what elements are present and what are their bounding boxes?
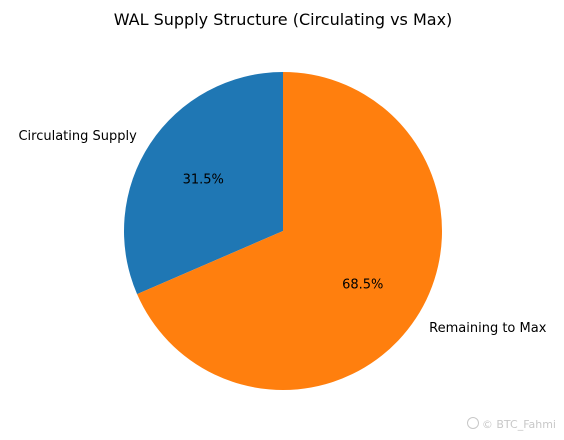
slice-label-0: Circulating Supply bbox=[18, 129, 137, 144]
slice-percentage-0: 31.5% bbox=[183, 173, 224, 188]
watermark: © BTC_Fahmi bbox=[466, 417, 556, 431]
pie-slice-circulating-supply bbox=[123, 72, 283, 295]
pie-labels: Circulating Supply 31.5% Remaining to Max 6… bbox=[18, 129, 546, 336]
chart-title: WAL Supply Structure (Circulating vs Max… bbox=[114, 10, 453, 29]
watermark-logo-icon bbox=[466, 417, 479, 429]
watermark-text: © BTC_Fahmi bbox=[481, 418, 556, 431]
slice-label-1: Remaining to Max bbox=[429, 321, 547, 336]
slice-percentage-1: 68.5% bbox=[342, 277, 383, 292]
pie-slice-remaining-to-max bbox=[137, 72, 442, 391]
pie-slices bbox=[123, 72, 442, 391]
